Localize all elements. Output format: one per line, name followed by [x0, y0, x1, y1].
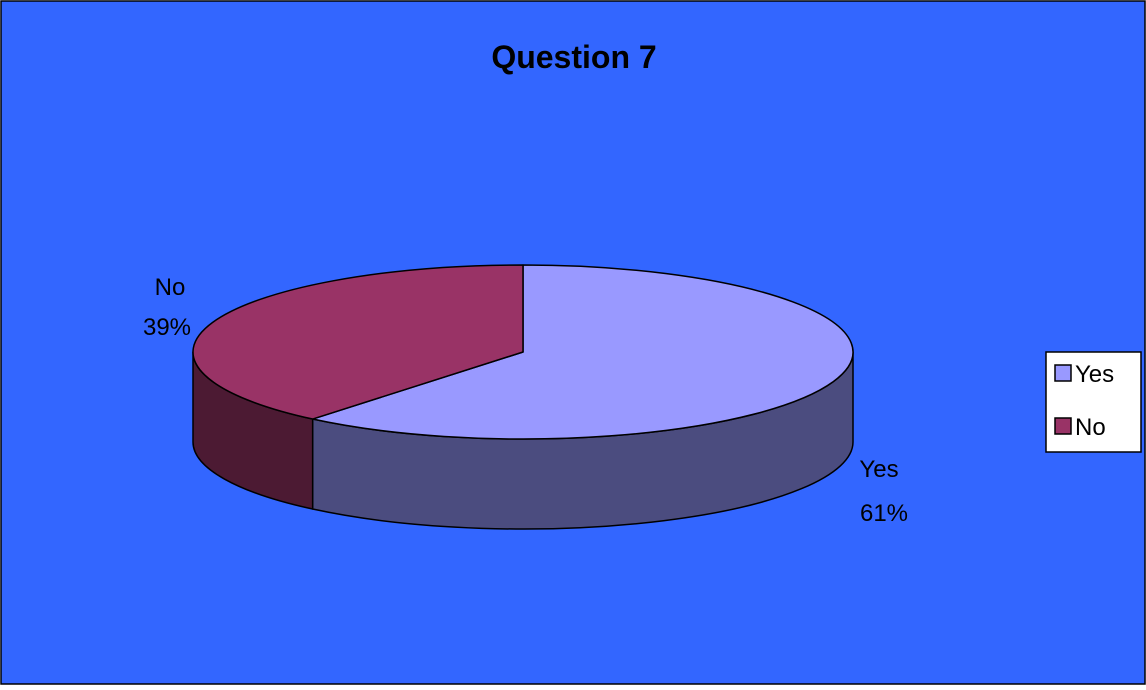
legend: Yes No — [1045, 351, 1142, 453]
legend-swatch-yes — [1054, 364, 1072, 382]
legend-label-yes: Yes — [1075, 361, 1114, 388]
chart-title: Question 7 — [491, 39, 656, 75]
pie-slice-no — [192, 264, 524, 420]
data-label-no-category: No — [155, 274, 186, 301]
pie-group — [192, 264, 854, 530]
legend-swatch-no — [1054, 417, 1072, 435]
data-label-yes-category: Yes — [859, 456, 898, 483]
legend-label-no: No — [1075, 414, 1106, 441]
data-label-yes-percent: 61% — [860, 500, 908, 527]
data-label-no-percent: 39% — [143, 314, 191, 341]
pie-slice-yes — [311, 264, 854, 440]
